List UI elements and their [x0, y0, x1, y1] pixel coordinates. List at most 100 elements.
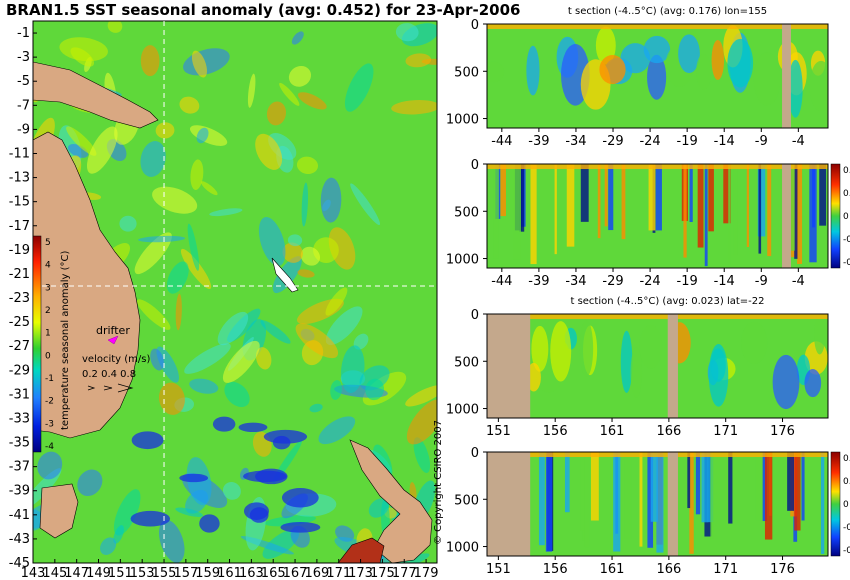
velocity-colorbar-tick: -0.4	[843, 546, 850, 556]
section-field	[487, 24, 828, 128]
velocity-streak	[819, 164, 827, 226]
section-x-tick-label: 166	[656, 424, 681, 439]
velocity-streak	[597, 164, 601, 239]
section-x-tick-label: 176	[770, 424, 795, 439]
section-x-tick-label: 161	[600, 562, 625, 577]
sst-anomaly-patch	[296, 156, 319, 175]
colorbar-tick-label: 1	[45, 329, 51, 339]
map-x-tick-label: 177	[392, 566, 417, 580]
colorbar-ticks: 5 4 3 2 1 0 -1 -2 -3 -4	[45, 238, 54, 452]
sst-anomaly-patch	[217, 311, 249, 346]
map-x-tick-label: 153	[130, 566, 155, 580]
sst-anomaly-patch	[282, 242, 303, 263]
sst-anomaly-patch	[134, 232, 172, 275]
velocity-streak	[758, 164, 762, 254]
depth-tick-label: 1000	[446, 113, 479, 128]
sst-anomaly-patch	[295, 323, 339, 359]
sst-anomaly-patch	[405, 53, 432, 68]
sst-anomaly-patch	[159, 519, 185, 563]
velocity-streak	[801, 452, 805, 521]
velocity-streak	[701, 452, 709, 523]
sst-anomaly-patch	[353, 333, 369, 350]
temp-anomaly-core	[487, 61, 505, 83]
section-x-tick-label: -19	[677, 134, 698, 149]
sst-anomaly-patch	[344, 63, 374, 112]
section-x-tick-label: -44	[491, 274, 512, 289]
velocity-colorbar-tick: 0	[843, 500, 849, 510]
temp-anomaly-core	[643, 35, 671, 64]
velocity-streak	[757, 164, 766, 237]
velocity-colorbar-tick: 0.4	[843, 454, 850, 464]
map-y-tick-label: -11	[9, 146, 30, 161]
sst-anomaly-patch	[140, 141, 166, 177]
map-x-tick-label: 143	[21, 566, 46, 580]
velocity-streak	[728, 452, 733, 524]
sst-anomaly-patch	[138, 235, 186, 243]
colorbar-swatch	[32, 235, 42, 453]
sst-anomaly-patch	[184, 343, 231, 374]
velocity-colorbar	[830, 451, 841, 557]
surface-layer	[487, 452, 828, 457]
map-y-tick-label: -15	[9, 195, 30, 210]
sst-anomaly-patch	[113, 489, 141, 536]
velocity-streak	[493, 164, 499, 259]
velocity-arrow-3	[117, 383, 134, 393]
map-y-tick-label: -7	[17, 98, 30, 113]
colorbar-tick-label: 4	[45, 261, 51, 271]
map-y-tick-label: -17	[9, 219, 30, 234]
velocity-legend-ticks: 0.2 0.4 0.8	[82, 369, 136, 380]
surface-layer	[487, 314, 828, 319]
map-y-axis: -1 -3 -5 -7 -9 -11 -13 -15 -17 -19 -21 -23 -25 -27 -29…	[9, 26, 37, 571]
temp-anomaly-core	[595, 26, 616, 65]
land-new-zealand	[349, 439, 433, 563]
sst-anomaly-patch	[247, 73, 256, 108]
section-x-tick-label: -29	[602, 134, 623, 149]
section-x-tick-label: -34	[565, 274, 586, 289]
depth-tick-label: 0	[471, 158, 479, 173]
velocity-streak	[650, 452, 658, 522]
velocity-streak	[704, 164, 708, 267]
map-y-tick-label: -29	[9, 363, 30, 378]
panel-frame	[486, 23, 829, 129]
velocity-streak	[566, 164, 575, 247]
sst-map: -1-3-5-7-9-11-13-15-17-19-21-23-25-27-29…	[9, 20, 438, 580]
velocity-streak	[639, 452, 643, 547]
temp-anomaly-core	[526, 45, 540, 96]
sst-anomaly-patch	[209, 208, 243, 217]
map-x-tick-label: 175	[370, 566, 395, 580]
sst-anomaly-patch	[318, 416, 356, 445]
cold-anomaly-patch	[243, 470, 287, 483]
section-x-tick-label: -34	[565, 134, 586, 149]
sst-anomaly-patch	[140, 45, 160, 77]
map-y-tick-label: -23	[9, 291, 30, 306]
sst-anomaly-patch	[77, 469, 103, 497]
sst-anomaly-patch	[388, 553, 430, 563]
velocity-streak	[580, 452, 586, 531]
panel-frame	[486, 451, 829, 557]
sst-anomaly-patch	[187, 223, 200, 271]
depth-tick-label: 500	[454, 205, 479, 220]
sst-anomaly-patch	[365, 378, 385, 401]
sst-anomaly-patch	[325, 306, 363, 346]
velocity-east-section-lon155: 0 500 1000 -44 -39 -34 -29 -24 -19 -14 -9 -4 0.4 0.2 0…	[446, 158, 850, 289]
map-y-tick-label: -31	[9, 387, 30, 402]
velocity-streak	[580, 164, 589, 222]
sst-anomaly-patch	[260, 320, 291, 344]
sst-anomaly-patch	[262, 529, 300, 559]
velocity-streak	[787, 452, 795, 511]
velocity-streak	[590, 452, 599, 521]
velocity-colorbar-tick: 0.4	[843, 166, 850, 176]
section-x-tick-label: 171	[713, 562, 738, 577]
temp-anomaly-core	[804, 368, 822, 398]
velocity-streak	[809, 164, 817, 263]
velocity-colorbar	[830, 163, 841, 269]
temp-anomaly-core	[788, 59, 803, 118]
velocity-streak	[689, 452, 694, 554]
temp-anomaly-core	[550, 321, 572, 382]
velocity-streak	[755, 452, 761, 521]
section-x-tick-label: 166	[656, 562, 681, 577]
drifter-label: drifter	[96, 324, 130, 337]
section-x-tick-label: 161	[600, 424, 625, 439]
velocity-streak	[697, 164, 704, 248]
land-australia	[33, 131, 141, 439]
